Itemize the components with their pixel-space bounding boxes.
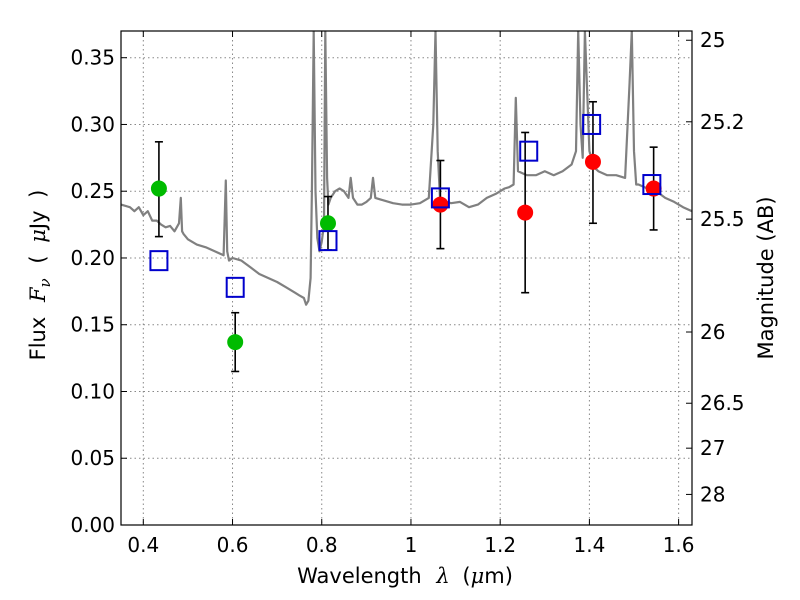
x-tick-label: 1 (405, 533, 418, 557)
y2-axis-ticks: 25 25.2 25.5 26 26.5 27 28 (686, 28, 745, 506)
data-point-circle (432, 196, 449, 213)
x-tick-label: 1.2 (484, 533, 516, 557)
data-point-square (318, 230, 338, 252)
y2-tick-label: 27 (700, 436, 725, 460)
data-point-circle (517, 204, 534, 221)
data-point-square (582, 113, 602, 135)
y2-tick-label: 25.2 (700, 110, 745, 134)
y2-tick-label: 26 (700, 320, 725, 344)
data-point-circle (150, 180, 167, 197)
y-tick-label: 0.30 (70, 112, 115, 136)
data-point-circle (584, 153, 601, 170)
data-point-square (430, 187, 450, 209)
data-point-circle (319, 215, 336, 232)
x-tick-label: 0.8 (306, 533, 338, 557)
y2-tick-label: 25.5 (700, 207, 745, 231)
grid-lines (121, 31, 692, 526)
y2-axis-label: Magnitude (AB) (754, 196, 778, 359)
x-tick-label: 1.6 (663, 533, 695, 557)
spectrum-layer (121, 31, 692, 306)
data-point-square (149, 250, 169, 272)
x-tick-label: 1.4 (573, 533, 605, 557)
data-markers (149, 100, 662, 373)
y-tick-label: 0.10 (70, 379, 115, 403)
plot-frame (120, 30, 693, 526)
y2-tick-label: 28 (700, 482, 725, 506)
x-tick-label: 0.6 (217, 533, 249, 557)
y-axis-label: Flux Fν ( μJy ) (26, 190, 55, 361)
y-tick-label: 0.15 (70, 313, 115, 337)
data-point-square (519, 140, 539, 162)
y-tick-label: 0.25 (70, 179, 115, 203)
x-tick-label: 0.4 (127, 533, 159, 557)
data-point-square (225, 276, 245, 298)
data-point-circle (227, 334, 244, 351)
y2-tick-label: 26.5 (700, 391, 745, 415)
x-axis-label: Wavelength λ (μm) (297, 564, 513, 588)
spectrum-line (121, 31, 692, 306)
y-axis-ticks: 0.00 0.05 0.10 0.15 0.20 0.25 0.30 0.35 (70, 46, 127, 537)
y-tick-label: 0.05 (70, 446, 115, 470)
data-point-square (642, 174, 662, 196)
y-tick-label: 0.20 (70, 246, 115, 270)
y-tick-label: 0.00 (70, 513, 115, 537)
y2-tick-label: 25 (700, 28, 725, 52)
y-tick-label: 0.35 (70, 46, 115, 70)
x-axis-ticks: 0.4 0.6 0.8 1 1.2 1.4 1.6 (127, 31, 695, 557)
